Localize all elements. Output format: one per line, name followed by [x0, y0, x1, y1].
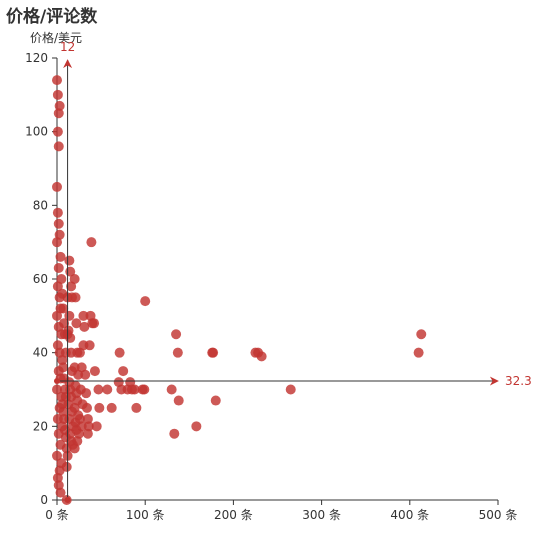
data-point[interactable]: [76, 421, 87, 432]
data-point[interactable]: [416, 329, 427, 340]
chart-title: 价格/评论数: [6, 7, 98, 27]
data-point[interactable]: [52, 450, 62, 461]
y-tick-label: 20: [33, 419, 48, 433]
data-point[interactable]: [94, 402, 105, 413]
y-tick-label: 100: [25, 125, 48, 139]
data-point[interactable]: [82, 428, 93, 439]
data-point[interactable]: [84, 340, 95, 351]
y-tick-label: 120: [25, 51, 48, 65]
data-point[interactable]: [69, 443, 80, 454]
data-point[interactable]: [69, 274, 80, 284]
data-point[interactable]: [54, 100, 65, 111]
y-axis-title: 价格/美元: [30, 30, 82, 45]
data-point[interactable]: [53, 262, 64, 273]
data-point[interactable]: [81, 402, 92, 413]
data-point[interactable]: [208, 347, 219, 358]
data-point[interactable]: [52, 237, 62, 248]
data-point[interactable]: [78, 310, 89, 321]
y-average-label: 32.3: [505, 374, 532, 388]
data-point[interactable]: [61, 461, 72, 472]
data-points: [52, 75, 427, 505]
data-point[interactable]: [70, 292, 81, 303]
data-point[interactable]: [80, 369, 91, 380]
data-point[interactable]: [65, 332, 76, 343]
data-point[interactable]: [64, 310, 75, 321]
y-tick-label: 0: [40, 493, 48, 507]
data-point[interactable]: [52, 75, 62, 86]
data-point[interactable]: [169, 428, 180, 439]
data-point[interactable]: [52, 181, 62, 192]
data-point[interactable]: [71, 318, 82, 329]
data-point[interactable]: [81, 388, 92, 399]
data-point[interactable]: [52, 310, 62, 321]
data-point[interactable]: [140, 296, 151, 307]
data-point[interactable]: [52, 89, 63, 100]
data-point[interactable]: [139, 384, 150, 395]
data-point[interactable]: [58, 406, 69, 417]
data-point[interactable]: [55, 251, 66, 262]
x-tick-label: 200 条: [214, 508, 253, 522]
data-point[interactable]: [53, 141, 64, 152]
data-point[interactable]: [285, 384, 296, 395]
data-point[interactable]: [52, 384, 62, 395]
data-point[interactable]: [89, 318, 100, 329]
data-point[interactable]: [106, 402, 117, 413]
data-point[interactable]: [118, 366, 129, 377]
data-point[interactable]: [52, 207, 63, 218]
data-point[interactable]: [53, 108, 64, 119]
data-point[interactable]: [52, 281, 63, 292]
x-tick-label: 100 条: [126, 508, 165, 522]
y-tick-label: 80: [33, 198, 48, 212]
data-point[interactable]: [91, 421, 102, 432]
data-point[interactable]: [82, 413, 93, 424]
data-point[interactable]: [191, 421, 202, 432]
data-point[interactable]: [166, 384, 177, 395]
data-point[interactable]: [52, 126, 63, 137]
data-point[interactable]: [173, 395, 184, 406]
data-point[interactable]: [114, 347, 125, 358]
mark-lines: 12 32.3: [54, 40, 532, 503]
y-tick-label: 60: [33, 272, 48, 286]
x-tick-label: 400 条: [390, 508, 429, 522]
data-point[interactable]: [210, 395, 221, 406]
data-point[interactable]: [171, 329, 182, 340]
data-point[interactable]: [79, 321, 90, 332]
x-tick-label: 300 条: [302, 508, 341, 522]
data-point[interactable]: [53, 218, 64, 229]
data-point[interactable]: [58, 303, 69, 314]
data-point[interactable]: [58, 362, 69, 373]
data-point[interactable]: [59, 318, 70, 329]
y-tick-label: 40: [33, 346, 48, 360]
data-point[interactable]: [129, 384, 140, 395]
x-tick-label: 500 条: [479, 508, 518, 522]
data-point[interactable]: [102, 384, 113, 395]
data-point[interactable]: [93, 384, 104, 395]
data-point[interactable]: [256, 351, 267, 362]
axes: 0 条 100 条 200 条 300 条 400 条 500 条 0 20 40 60 80 100…: [25, 30, 517, 522]
data-point[interactable]: [83, 421, 94, 432]
data-point[interactable]: [413, 347, 424, 358]
data-point[interactable]: [86, 237, 97, 248]
data-point[interactable]: [52, 472, 63, 483]
data-point[interactable]: [131, 402, 142, 413]
data-point[interactable]: [64, 255, 75, 266]
y-average-start-dot: [54, 378, 60, 385]
data-point[interactable]: [89, 366, 100, 377]
x-average-start-dot: [64, 497, 71, 503]
x-average-label: 12: [60, 40, 75, 54]
data-point[interactable]: [55, 487, 66, 498]
data-point[interactable]: [172, 347, 183, 358]
x-tick-label: 0 条: [45, 508, 68, 522]
